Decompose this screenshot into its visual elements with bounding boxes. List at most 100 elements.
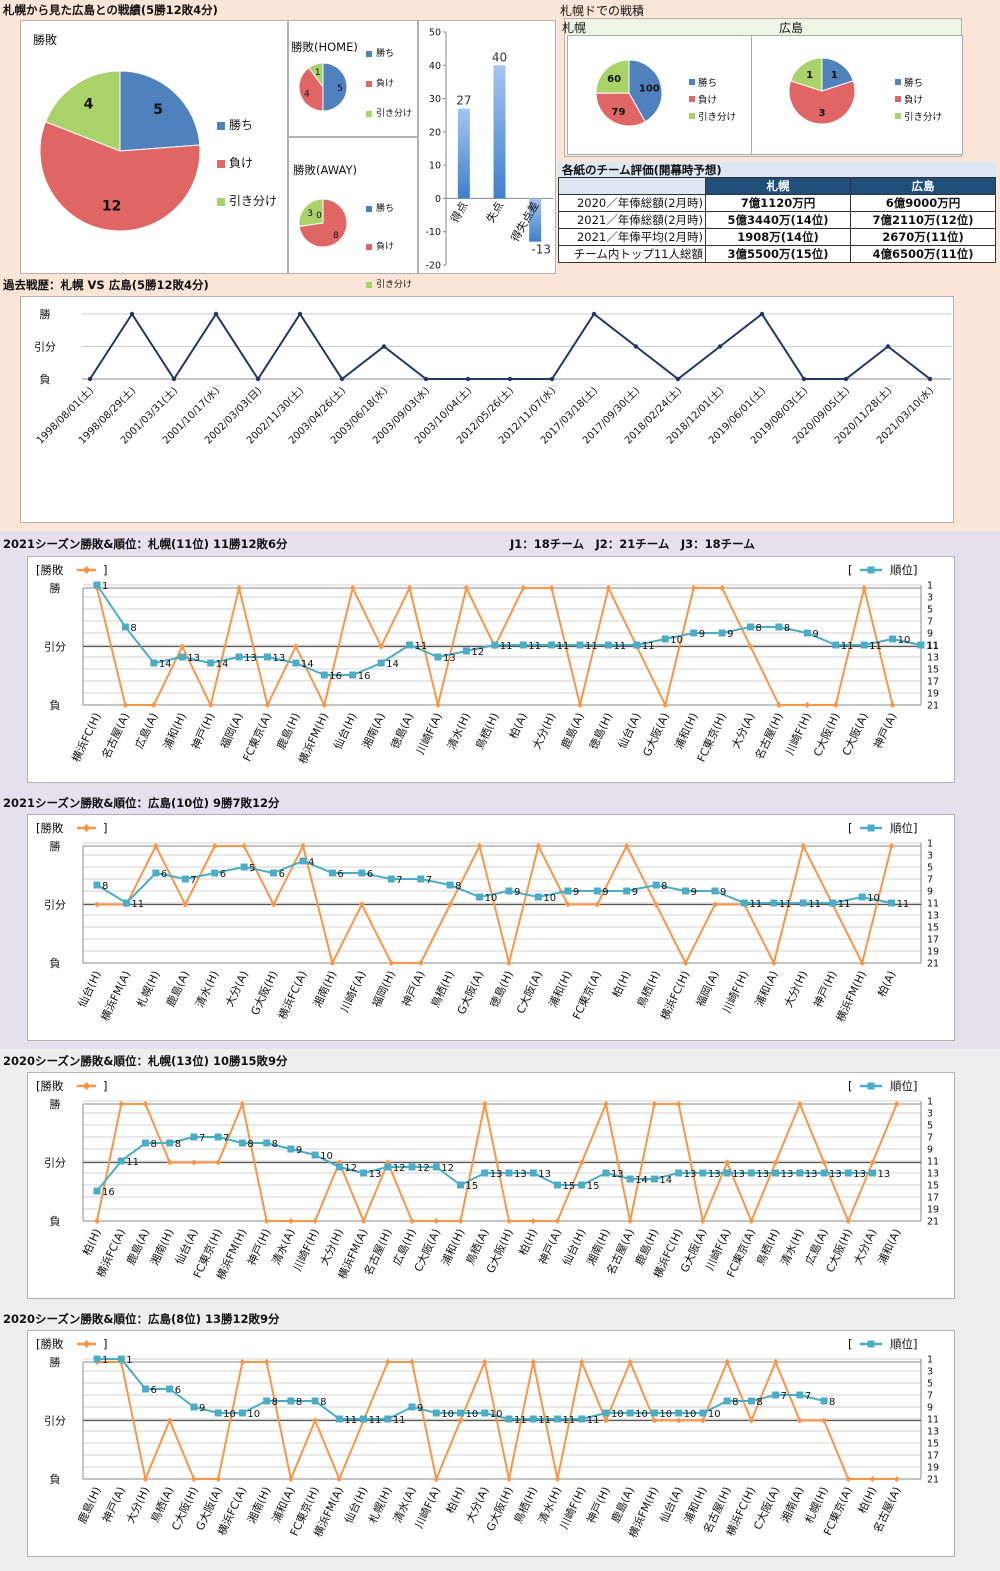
rank-value-label: 14 (216, 659, 229, 670)
rank-tick-label: 9 (927, 1145, 933, 1156)
history-point (297, 311, 303, 317)
bar-value-label: 40 (492, 50, 507, 64)
rank-point (820, 1169, 828, 1177)
season-x-label: 湘南(A) (359, 710, 388, 750)
legend-result-label: [勝敗 (36, 821, 64, 835)
rank-point (690, 629, 698, 637)
evaluation-row-label: チーム内トップ11人総額 (558, 245, 706, 263)
evaluation-table: 札幌 広島 2020／年俸総額(2月時) 7億1120万円 6億9000万円 2… (558, 177, 996, 263)
season-x-label: C大阪(H) (810, 710, 842, 758)
rank-value-label: 13 (853, 1169, 866, 1180)
legend-swatch (217, 160, 225, 168)
history-point (381, 344, 387, 349)
rank-value-label: 8 (102, 881, 108, 892)
rank-point (93, 881, 101, 889)
rank-value-label: 11 (393, 1415, 406, 1426)
rank-value-label: 11 (131, 899, 144, 910)
rank-point (181, 875, 189, 883)
evaluation-row: チーム内トップ11人総額 3億5500万(15位) 4億6500万(11位) (558, 245, 996, 263)
bar (457, 108, 470, 199)
season-x-label: 神戸(H) (810, 968, 839, 1009)
result-point (772, 1159, 779, 1166)
legend-label: 勝ち (904, 77, 923, 89)
history-y-label: 引分 (34, 340, 56, 354)
rank-value-label: 16 (329, 671, 342, 682)
rank-point (491, 641, 499, 649)
result-point (724, 1159, 731, 1166)
rank-point (320, 671, 328, 679)
season-x-label: 名古屋(H) (752, 710, 786, 761)
pie-home-title: 勝敗(HOME) (291, 40, 358, 54)
result-point (190, 1159, 197, 1166)
rank-tick-label: 15 (927, 1439, 939, 1450)
rank-point (121, 623, 129, 631)
result-point (888, 843, 895, 849)
pie-slice-label: 1 (806, 70, 813, 81)
rank-value-label: 10 (684, 1409, 697, 1420)
result-point (594, 901, 601, 908)
rank-tick-label: 11 (927, 1415, 939, 1426)
rank-value-label: 11 (926, 641, 939, 652)
result-point (239, 1359, 246, 1365)
rank-value-label: 11 (557, 641, 570, 652)
season-x-label: 横浜FM(A) (98, 968, 133, 1023)
result-point (675, 1417, 682, 1424)
rank-tick-label: 17 (927, 935, 939, 946)
rank-value-label: 7 (396, 875, 402, 886)
history-chart: 勝引分負1998/08/01(土)1998/08/29(土)2001/03/31… (34, 307, 951, 446)
result-point (236, 585, 243, 591)
rank-point (534, 893, 542, 901)
rank-value-label: 9 (573, 887, 579, 898)
pie-slice (298, 198, 324, 227)
rank-value-label: 5 (249, 863, 255, 874)
result-y-label: 勝 (50, 1355, 61, 1369)
evaluation-row: 2021／年俸平均(2月時) 1908万(14位) 2670万(11位) (558, 228, 996, 246)
rank-point (772, 1169, 780, 1177)
rank-value-label: 6 (161, 869, 167, 880)
rank-tick-label: 19 (927, 1205, 939, 1216)
season-x-label: 鹿島(H) (274, 710, 303, 751)
rank-value-label: 14 (301, 659, 314, 670)
season-x-label: 仙台(A) (615, 710, 644, 750)
rank-point (335, 1415, 343, 1423)
rank-tick-label: 15 (927, 923, 939, 934)
result-point (651, 1417, 658, 1424)
history-point (759, 311, 765, 317)
rank-value-label: 10 (490, 1409, 503, 1420)
rank-value-label: 8 (756, 623, 762, 634)
result-y-label: 勝 (50, 1097, 61, 1111)
result-point (821, 1159, 828, 1166)
result-point (433, 1476, 440, 1482)
legend-label: 負け (376, 240, 394, 252)
rank-tick-label: 17 (927, 1193, 939, 1204)
rank-point (917, 641, 925, 649)
result-y-label: 引分 (44, 1414, 66, 1428)
rank-value-label: 8 (320, 1397, 326, 1408)
legend-label: 引き分け (698, 112, 736, 123)
rank-value-label: 12 (393, 1163, 406, 1174)
pie-slice-label: 4 (84, 97, 94, 113)
result-point (152, 843, 159, 849)
bar-category-label: 得点 (448, 199, 470, 225)
rank-point (803, 629, 811, 637)
rank-point (292, 659, 300, 667)
rank-value-label: 4 (308, 857, 314, 868)
season-x-label: 鳥栖(H) (634, 968, 663, 1009)
pie-slice (322, 62, 348, 112)
result-point (861, 585, 868, 591)
pie-slice (595, 59, 630, 94)
rank-value-label: 13 (443, 653, 456, 664)
rank-point (770, 899, 778, 907)
history-point (549, 376, 555, 382)
rank-tick-label: 9 (927, 887, 933, 898)
rank-value-label: 13 (829, 1169, 842, 1180)
rank-point (311, 1397, 319, 1405)
rank-value-label: 12 (441, 1163, 454, 1174)
bar-tick-label: -20 (425, 261, 441, 272)
legend-result-label: [勝敗 (36, 1079, 64, 1093)
rank-value-label: 12 (471, 647, 484, 658)
rank-point (335, 1163, 343, 1171)
rank-point (505, 887, 513, 895)
rank-value-label: 11 (126, 1157, 139, 1168)
season-x-label: 浦和(A) (753, 969, 781, 1009)
